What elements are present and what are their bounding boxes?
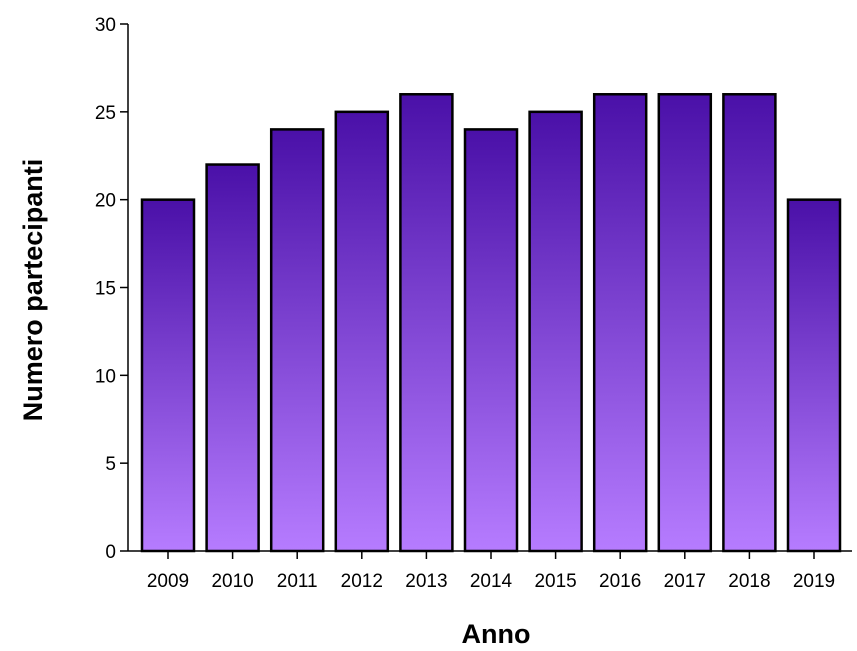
x-tick-label-2012: 2012 xyxy=(341,571,383,592)
x-tick-label-2009: 2009 xyxy=(147,571,189,592)
y-tick-label-0: 0 xyxy=(105,542,116,563)
y-tick-label-15: 15 xyxy=(95,279,116,300)
y-axis-title: Numero partecipanti xyxy=(18,159,48,422)
y-tick-label-25: 25 xyxy=(95,103,116,124)
x-tick-label-2013: 2013 xyxy=(405,571,447,592)
y-tick-label-10: 10 xyxy=(95,366,116,387)
x-tick-label-2018: 2018 xyxy=(728,571,770,592)
y-tick-label-30: 30 xyxy=(95,15,116,36)
axes-group xyxy=(120,23,852,559)
bar-2017 xyxy=(657,93,713,553)
x-tick-label-2017: 2017 xyxy=(664,571,706,592)
y-tick-label-5: 5 xyxy=(105,454,116,475)
x-tick-label-2019: 2019 xyxy=(793,571,835,592)
bar-2010 xyxy=(205,163,260,553)
x-tick-label-2016: 2016 xyxy=(599,571,641,592)
bar-2019 xyxy=(786,198,842,553)
x-tick-label-2010: 2010 xyxy=(211,571,253,592)
x-tick-label-2011: 2011 xyxy=(277,571,318,592)
bar-2009 xyxy=(140,198,196,553)
x-axis-title: Anno xyxy=(462,619,531,649)
bar-2015 xyxy=(528,110,583,553)
labels-group: 2009 2010 2011 2012 2013 2014 2015 2016 2017 2018… xyxy=(95,15,835,592)
x-tick-label-2015: 2015 xyxy=(534,571,576,592)
bar-2013 xyxy=(399,93,454,553)
bars-group xyxy=(140,93,842,553)
bar-2014 xyxy=(463,128,519,553)
bar-2016 xyxy=(592,93,648,553)
x-tick-label-2014: 2014 xyxy=(470,571,513,592)
bar-2012 xyxy=(334,110,390,553)
bar-2011 xyxy=(269,128,325,553)
bar-2018 xyxy=(722,93,777,553)
y-tick-label-20: 20 xyxy=(95,191,116,212)
